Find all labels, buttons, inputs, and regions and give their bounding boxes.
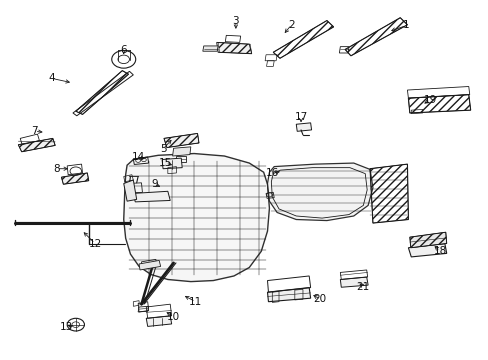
Text: 14: 14 xyxy=(131,152,144,162)
Polygon shape xyxy=(203,46,218,51)
Text: 18: 18 xyxy=(432,246,446,256)
Text: 7: 7 xyxy=(31,126,38,136)
Text: 9: 9 xyxy=(151,179,158,189)
Polygon shape xyxy=(409,232,446,248)
Text: 11: 11 xyxy=(188,297,202,307)
Text: 21: 21 xyxy=(356,282,369,292)
Polygon shape xyxy=(133,191,170,202)
Text: 5: 5 xyxy=(160,144,166,154)
Polygon shape xyxy=(163,134,199,148)
Text: 12: 12 xyxy=(88,239,102,248)
Polygon shape xyxy=(216,42,251,54)
Polygon shape xyxy=(172,147,190,156)
Text: 19: 19 xyxy=(423,95,436,104)
Text: 8: 8 xyxy=(53,164,60,174)
Text: 6: 6 xyxy=(120,45,127,55)
Polygon shape xyxy=(267,288,310,302)
Text: 20: 20 xyxy=(313,294,326,304)
Polygon shape xyxy=(296,123,311,131)
Polygon shape xyxy=(146,316,171,327)
Text: 10: 10 xyxy=(167,312,180,322)
Polygon shape xyxy=(139,260,160,270)
Polygon shape xyxy=(123,154,269,282)
Polygon shape xyxy=(407,243,446,257)
Text: 2: 2 xyxy=(287,20,294,30)
Text: 16: 16 xyxy=(265,168,278,178)
Polygon shape xyxy=(61,173,89,184)
Text: 4: 4 xyxy=(48,73,55,84)
Polygon shape xyxy=(267,163,372,221)
Polygon shape xyxy=(162,158,182,169)
Text: 17: 17 xyxy=(294,112,307,122)
Text: 1: 1 xyxy=(402,21,409,31)
Text: 3: 3 xyxy=(232,15,239,26)
Polygon shape xyxy=(340,277,367,287)
Text: 15: 15 xyxy=(159,158,172,168)
Polygon shape xyxy=(18,138,55,152)
Text: 13: 13 xyxy=(60,323,73,333)
Polygon shape xyxy=(123,180,137,201)
